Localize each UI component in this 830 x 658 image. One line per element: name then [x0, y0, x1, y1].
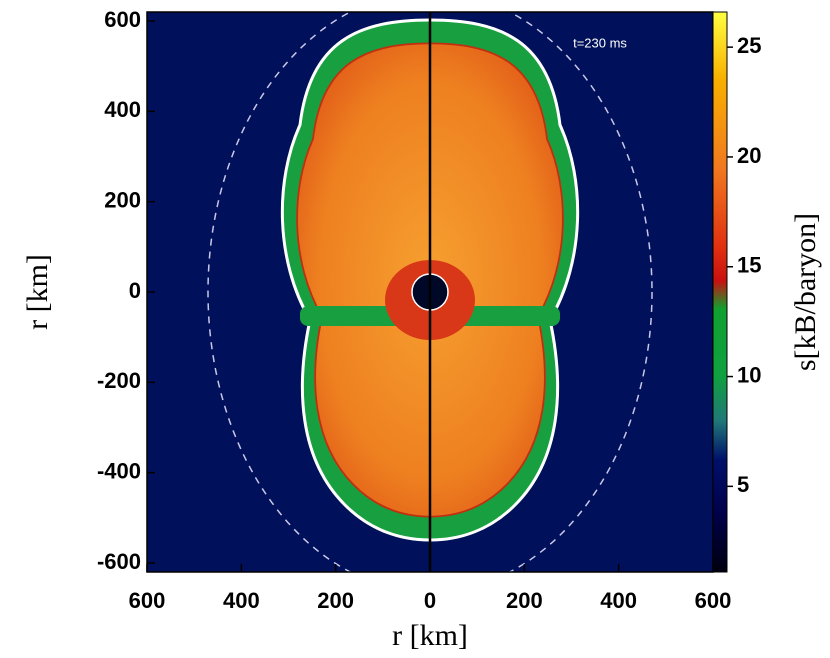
y-tick-label: 400: [104, 97, 141, 122]
colorbar-tick-label: 5: [737, 472, 749, 497]
colorbar: [712, 11, 728, 573]
y-tick-label: 0: [129, 278, 141, 303]
y-tick-label: -400: [97, 458, 141, 483]
x-tick-label: 200: [506, 588, 543, 613]
time-annotation: t=230 ms: [573, 35, 627, 50]
colorbar-tick-label: 15: [737, 253, 761, 278]
x-tick-label: 200: [317, 588, 354, 613]
x-axis-label: r [km]: [392, 619, 468, 652]
colorbar-tick-label: 25: [737, 33, 761, 58]
colorbar-tick-label: 20: [737, 143, 761, 168]
colorbar-label: s[kB/baryon]: [789, 213, 822, 371]
y-tick-label: 200: [104, 187, 141, 212]
x-tick-label: 600: [695, 588, 732, 613]
y-tick-label: -200: [97, 368, 141, 393]
heatmap-image: [147, 12, 713, 572]
y-axis-label: r [km]: [21, 254, 54, 330]
x-tick-label: 400: [223, 588, 260, 613]
y-tick-label: -600: [97, 549, 141, 574]
x-tick-label: 600: [129, 588, 166, 613]
y-tick-label: 600: [104, 7, 141, 32]
x-tick-label: 0: [424, 588, 436, 613]
colorbar-tick-label: 10: [737, 362, 761, 387]
x-tick-label: 400: [600, 588, 637, 613]
